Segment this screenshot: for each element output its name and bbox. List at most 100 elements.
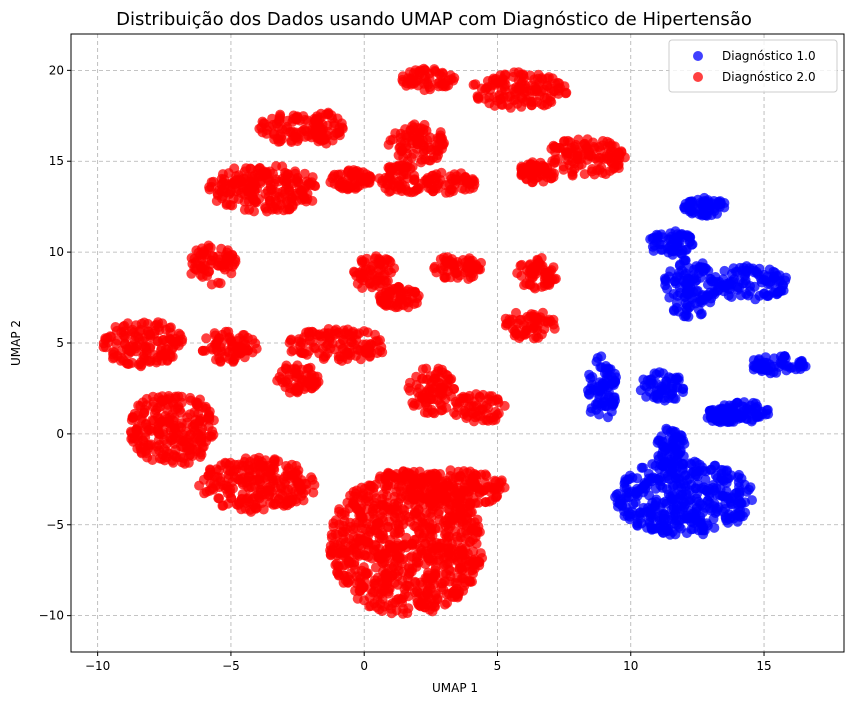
data-point [691,465,702,476]
data-point [480,497,491,508]
data-point [402,143,412,154]
data-point [628,499,639,509]
data-point [457,565,468,576]
data-point [394,142,405,153]
data-point [337,526,348,537]
data-point [527,96,538,107]
data-point [651,496,662,507]
data-point [214,482,225,493]
data-point [376,342,387,352]
data-point [691,516,702,526]
data-point [375,500,386,511]
data-point [657,436,668,447]
data-point [418,373,428,384]
data-point [386,267,396,278]
data-point [239,204,250,215]
data-point [437,133,448,144]
data-point [237,489,248,500]
data-point [361,263,372,274]
data-point [691,457,702,468]
data-point [259,118,270,129]
data-point [731,266,741,277]
data-point [412,293,423,304]
data-point [674,432,685,443]
data-point [338,570,349,581]
data-point [458,409,469,420]
data-point [206,279,217,290]
data-point [740,269,751,279]
data-point [422,177,433,188]
data-point [397,608,408,619]
data-point [666,240,677,250]
data-point [701,263,711,274]
data-point [721,515,732,526]
data-point [729,274,739,285]
data-point [493,397,504,408]
data-point [145,341,156,352]
data-point [307,172,318,183]
data-point [580,140,591,151]
data-point [527,170,538,181]
data-point [368,544,379,555]
data-point [734,469,744,480]
data-point [684,263,694,273]
data-point [202,431,213,442]
data-point [455,517,466,528]
data-point [603,382,614,393]
legend-box [668,39,838,93]
data-point [276,374,287,385]
data-point [641,382,652,392]
data-point [401,580,412,591]
data-point [397,597,407,608]
data-point [441,402,452,413]
data-point [545,91,556,102]
data-point [279,189,290,200]
data-point [376,534,387,545]
data-point [287,201,298,212]
data-point [381,285,392,296]
data-point [712,208,722,219]
data-point [760,361,771,372]
data-point [370,329,380,340]
data-point [206,255,217,266]
data-point [692,479,703,490]
data-point [245,164,256,174]
data-point [215,356,226,366]
data-point [205,242,216,253]
data-point [139,349,150,360]
data-point [393,520,404,531]
data-point [185,449,196,460]
data-point [412,597,423,608]
data-point [157,335,168,346]
data-point [460,184,470,195]
data-point [620,476,631,487]
data-point [286,334,297,345]
data-point [416,157,426,168]
data-point [415,482,426,493]
legend-label-diagnostico-2: Diagnóstico 2.0 [722,70,816,84]
data-point [677,245,688,256]
data-point [588,137,599,148]
data-point [761,276,772,286]
data-point [411,508,422,519]
data-point [115,355,126,366]
data-point [439,272,450,282]
data-point [697,500,708,511]
data-point [604,138,615,149]
data-point [227,261,238,272]
data-point [201,403,212,414]
data-point [406,286,417,297]
data-point [357,512,368,523]
data-point [217,191,228,202]
data-point [269,178,279,189]
data-point [500,313,511,324]
data-point [442,598,452,608]
data-point [157,449,168,460]
data-point [383,588,394,599]
data-point [442,258,452,269]
data-point [305,180,316,191]
data-point [639,507,650,518]
data-point [649,392,659,403]
data-point [131,426,142,437]
data-point [197,416,208,427]
